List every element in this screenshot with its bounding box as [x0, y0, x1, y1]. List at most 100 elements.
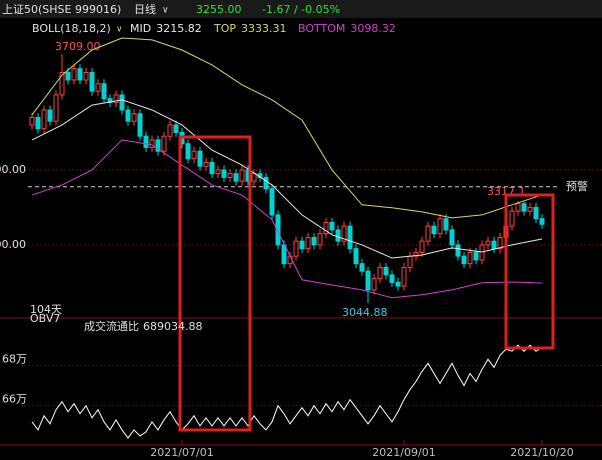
candle-body	[89, 71, 95, 92]
candle-body	[389, 274, 395, 283]
candle-body	[167, 124, 173, 137]
candle-body	[347, 225, 353, 250]
boll-line	[31, 37, 543, 219]
candle-body	[149, 139, 155, 148]
candle-body	[407, 255, 413, 268]
candle-body	[125, 109, 131, 122]
candle-body	[383, 266, 389, 276]
boll-line	[31, 99, 543, 259]
candle-body	[509, 210, 515, 227]
period-arrow[interactable]: ∨	[162, 6, 169, 16]
highlight-box	[178, 135, 252, 432]
candle-body	[473, 251, 479, 261]
period[interactable]: 日线	[134, 2, 156, 16]
legend-value: 3098.32	[350, 22, 396, 35]
candle-body	[329, 221, 335, 231]
candle-body	[65, 71, 71, 81]
candle-body	[215, 169, 221, 175]
candle-body	[275, 214, 281, 246]
plot: 3200.00 3400.00 预警 66万 68万	[0, 37, 602, 439]
min-label: 3044.88	[342, 306, 388, 319]
candle-body	[323, 221, 329, 235]
candle-body	[35, 116, 41, 130]
candle-body	[401, 266, 407, 287]
candle-body	[107, 98, 113, 103]
candle-body	[173, 124, 179, 133]
candle-body	[377, 266, 383, 280]
indicator-arrow[interactable]: ∨	[116, 25, 123, 35]
candle-body	[239, 169, 245, 182]
candle-body	[119, 94, 125, 111]
indicator: BOLL(18,18,2)	[32, 22, 111, 35]
candle-body	[335, 229, 341, 242]
candle-body	[41, 109, 47, 130]
candle-body	[71, 68, 77, 81]
candle-body	[137, 113, 143, 137]
candle-body	[95, 83, 101, 92]
candle-body	[539, 218, 545, 225]
candle-body	[371, 278, 377, 291]
candle-body	[287, 255, 293, 265]
candle-body	[305, 236, 311, 250]
candle-body	[29, 116, 35, 126]
candle-body	[365, 270, 371, 291]
candle-body	[83, 71, 89, 81]
legend-name: BOTTOM	[298, 22, 345, 35]
days-label: 104天	[30, 303, 62, 316]
candle-body	[533, 206, 539, 220]
candle-body	[419, 240, 425, 253]
boll-line	[31, 139, 543, 299]
legend-name: 成交流通比	[84, 319, 139, 333]
legend-value: 689034.88	[143, 320, 203, 333]
x-tick-label: 2021/09/01	[372, 446, 435, 459]
candle-body	[521, 203, 527, 212]
candle-body	[491, 240, 497, 250]
candle-body	[59, 71, 65, 96]
candle-body	[467, 251, 473, 265]
candle-body	[77, 68, 83, 81]
candle-body	[161, 135, 167, 152]
change: -1.67 / -0.05%	[262, 3, 340, 16]
candle-body	[461, 255, 467, 265]
candle-body	[359, 263, 365, 272]
candle-body	[113, 94, 119, 103]
candle-body	[233, 173, 239, 182]
last-price: 3255.00	[196, 3, 242, 16]
candle-body	[293, 240, 299, 257]
candle-body	[281, 244, 287, 265]
candle-body	[311, 236, 317, 246]
candle-body	[251, 173, 257, 182]
candle-body	[443, 218, 449, 231]
candle-body	[263, 176, 269, 190]
candle-body	[101, 83, 107, 100]
y-tick-label: 3200.00	[0, 238, 26, 251]
candle-body	[497, 236, 503, 250]
legend-value: 3333.31	[241, 22, 287, 35]
candle-body	[203, 161, 209, 167]
candle-body	[431, 225, 437, 235]
y-tick-label: 3400.00	[0, 163, 26, 176]
candle-body	[47, 109, 53, 122]
candle-body	[221, 169, 227, 178]
candle-body	[209, 161, 215, 175]
candle-body	[131, 113, 137, 122]
x-tick-label: 2021/07/01	[150, 446, 213, 459]
symbol: 上证50(SHSE 999016)	[2, 3, 121, 16]
candle-body	[155, 139, 161, 152]
legend-name: MID	[130, 22, 151, 35]
candle-body	[185, 143, 191, 160]
candle-body	[353, 248, 359, 265]
candle-body	[341, 225, 347, 242]
x-tick-label: 2021/10/20	[510, 446, 573, 459]
candle-body	[455, 244, 461, 257]
candle-body	[53, 94, 59, 122]
candle-body	[425, 225, 431, 242]
candle-body	[395, 281, 401, 287]
candle-body	[485, 240, 491, 246]
highlight-box	[504, 193, 555, 350]
candle-body	[527, 206, 533, 212]
candle-body	[515, 203, 521, 212]
candle-body	[317, 233, 323, 246]
